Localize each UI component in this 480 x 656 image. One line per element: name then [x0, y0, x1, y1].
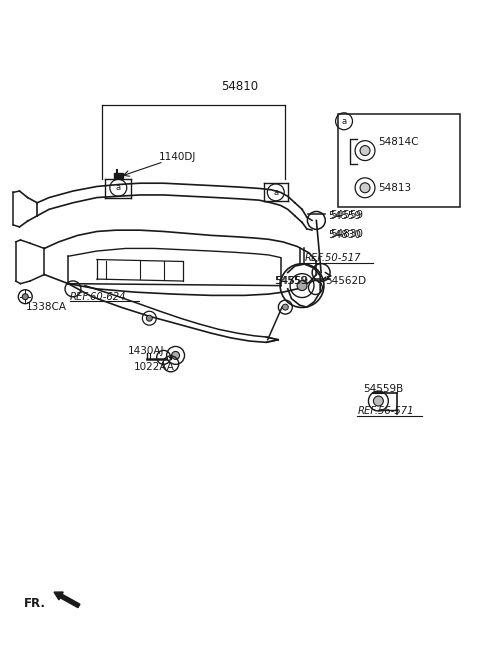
Text: REF.50-517: REF.50-517: [304, 253, 361, 263]
Circle shape: [373, 396, 384, 406]
Text: 1430AJ: 1430AJ: [128, 346, 164, 356]
Text: FR.: FR.: [24, 598, 46, 610]
Text: 54813: 54813: [378, 183, 411, 193]
Text: 54562D: 54562D: [325, 276, 366, 286]
Bar: [338, 114, 459, 207]
Text: 54559: 54559: [275, 276, 308, 286]
Text: 1140DJ: 1140DJ: [159, 152, 196, 162]
Bar: [114, 173, 123, 178]
Text: 54830: 54830: [328, 230, 361, 240]
Text: a: a: [341, 117, 347, 126]
Circle shape: [171, 352, 180, 359]
Text: 54810: 54810: [221, 80, 259, 93]
Circle shape: [297, 281, 307, 291]
Text: 54559B: 54559B: [363, 384, 403, 394]
Text: a: a: [273, 188, 278, 197]
Circle shape: [360, 183, 370, 193]
FancyArrow shape: [54, 592, 80, 607]
Text: 1022AA: 1022AA: [134, 362, 175, 372]
Text: 54559: 54559: [276, 276, 309, 286]
Circle shape: [355, 140, 375, 161]
Text: a: a: [116, 183, 121, 192]
Text: 54559: 54559: [328, 211, 361, 221]
Circle shape: [282, 304, 288, 310]
Text: 54559: 54559: [330, 209, 363, 220]
Circle shape: [146, 316, 152, 321]
Circle shape: [22, 294, 28, 300]
Text: REF.56-571: REF.56-571: [358, 407, 414, 417]
Circle shape: [355, 178, 375, 197]
Text: REF.60-624: REF.60-624: [70, 292, 126, 302]
Text: 1338CA: 1338CA: [26, 302, 67, 312]
Text: 54830: 54830: [330, 229, 363, 239]
Text: 54814C: 54814C: [378, 137, 419, 147]
Circle shape: [360, 146, 370, 155]
